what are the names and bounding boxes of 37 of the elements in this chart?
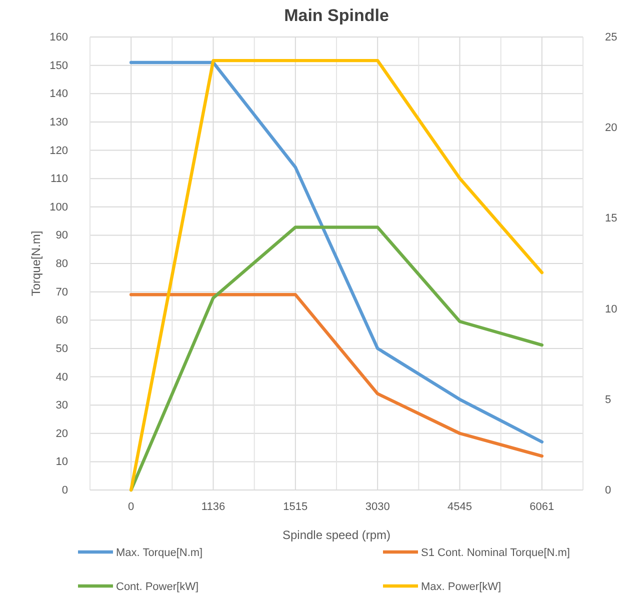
y2-tick-label: 25 [605, 32, 618, 44]
legend-label: S1 Cont. Nominal Torque[N.m] [421, 547, 570, 559]
x-tick-label: 1515 [283, 500, 308, 513]
x-axis-title: Spindle speed (rpm) [282, 528, 391, 542]
y2-tick-label: 20 [605, 122, 618, 134]
x-tick-label: 1136 [201, 500, 226, 513]
y-tick-label: 70 [56, 286, 68, 298]
y2-tick-label: 5 [605, 394, 612, 406]
legend-label: Cont. Power[kW] [116, 581, 199, 593]
y2-tick-label: 0 [605, 484, 612, 497]
y2-tick-label: 10 [605, 303, 618, 316]
y-tick-label: 80 [56, 258, 68, 270]
y-tick-label: 30 [56, 400, 68, 412]
x-tick-label: 3030 [365, 500, 390, 513]
y2-tick-label: 15 [605, 212, 618, 225]
y-tick-label: 20 [56, 428, 68, 440]
y-tick-label: 100 [50, 201, 68, 214]
y-tick-label: 50 [56, 342, 68, 355]
y-tick-label: 150 [50, 60, 68, 72]
legend-label: Max. Torque[N.m] [116, 547, 203, 559]
x-tick-label: 6061 [530, 500, 554, 513]
y-tick-label: 120 [50, 144, 68, 157]
y-tick-label: 60 [56, 314, 68, 327]
y-tick-label: 130 [50, 116, 68, 128]
y-tick-label: 160 [50, 32, 68, 44]
y-tick-label: 110 [50, 173, 68, 186]
chart-title: Main Spindle [284, 6, 389, 25]
y-axis-title: Torque[N.m] [29, 230, 43, 296]
y-tick-label: 10 [56, 456, 68, 468]
legend-label: Max. Power[kW] [421, 581, 502, 593]
y-tick-label: 90 [56, 230, 68, 242]
y-tick-label: 0 [62, 484, 68, 497]
line-series [129, 293, 544, 458]
y-tick-label: 140 [50, 88, 68, 100]
x-tick-label: 0 [128, 500, 134, 513]
y-tick-label: 40 [56, 371, 68, 384]
x-tick-label: 4545 [448, 500, 472, 513]
